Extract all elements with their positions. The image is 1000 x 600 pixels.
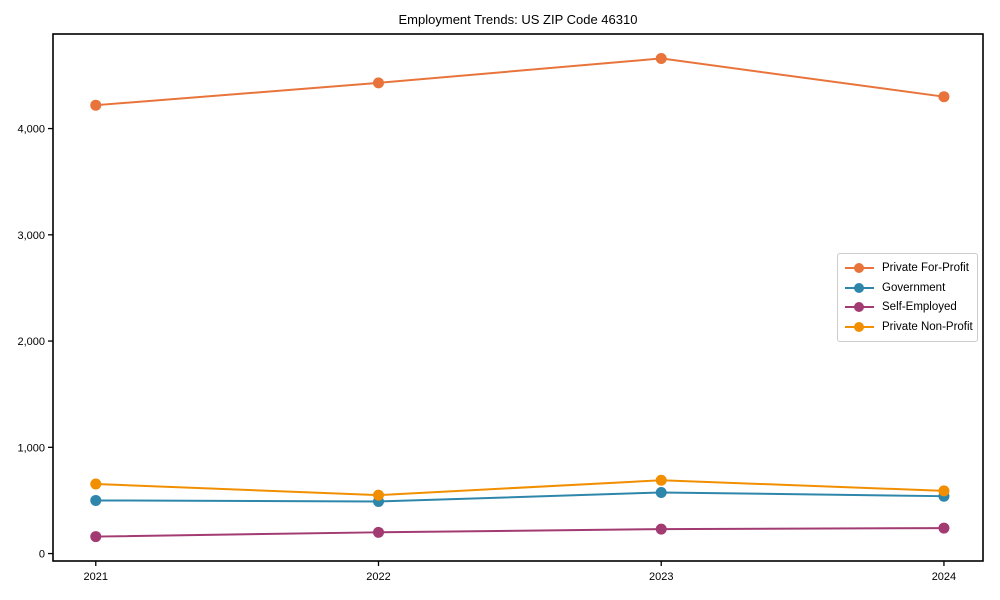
legend-item-government: Government — [845, 278, 970, 298]
y-tick-label: 0 — [39, 549, 45, 561]
x-tick-label: 2022 — [366, 571, 390, 583]
x-tick-label: 2023 — [649, 571, 673, 583]
data-point-private-non-profit — [655, 474, 667, 486]
series-line-private-for-profit — [94, 57, 945, 107]
legend-line-marker — [845, 262, 874, 274]
legend-label: Private Non-Profit — [882, 321, 973, 334]
legend-line-marker — [845, 321, 874, 333]
legend-line-marker — [845, 301, 874, 313]
y-tick-label: 2,000 — [17, 336, 45, 348]
x-tick-label: 2021 — [84, 571, 108, 583]
data-point-private-non-profit — [938, 485, 950, 497]
data-point-government — [655, 486, 667, 498]
series-line-private-non-profit — [94, 479, 945, 497]
data-point-private-non-profit — [90, 478, 102, 490]
data-point-private-non-profit — [373, 489, 384, 501]
series-line-government — [94, 491, 945, 503]
legend-item-self-employed: Self-Employed — [845, 298, 970, 318]
chart-title: Employment Trends: US ZIP Code 46310 — [398, 12, 638, 27]
legend-item-private-for-profit: Private For-Profit — [845, 258, 970, 278]
data-point-self-employed — [938, 522, 950, 534]
y-tick-label: 1,000 — [17, 442, 45, 454]
data-point-private-for-profit — [655, 52, 667, 64]
data-point-self-employed — [655, 523, 667, 535]
data-point-government — [90, 494, 102, 506]
series-line-self-employed — [94, 527, 945, 538]
data-point-private-for-profit — [90, 99, 102, 111]
data-point-private-for-profit — [373, 77, 384, 89]
legend-item-private-non-profit: Private Non-Profit — [845, 317, 973, 337]
y-tick-label: 3,000 — [17, 230, 45, 242]
legend-label: Self-Employed — [882, 301, 957, 314]
y-tick-label: 4,000 — [17, 124, 45, 136]
x-tick-label: 2024 — [932, 571, 956, 583]
legend-line-marker — [845, 282, 874, 294]
plot-border — [52, 33, 984, 562]
legend-label: Government — [882, 281, 946, 294]
data-point-private-for-profit — [938, 91, 950, 103]
chart-legend: Private For-Profit Government Self-Emplo… — [837, 253, 978, 342]
data-point-self-employed — [373, 526, 384, 538]
legend-label: Private For-Profit — [882, 261, 969, 274]
data-point-self-employed — [90, 531, 102, 543]
